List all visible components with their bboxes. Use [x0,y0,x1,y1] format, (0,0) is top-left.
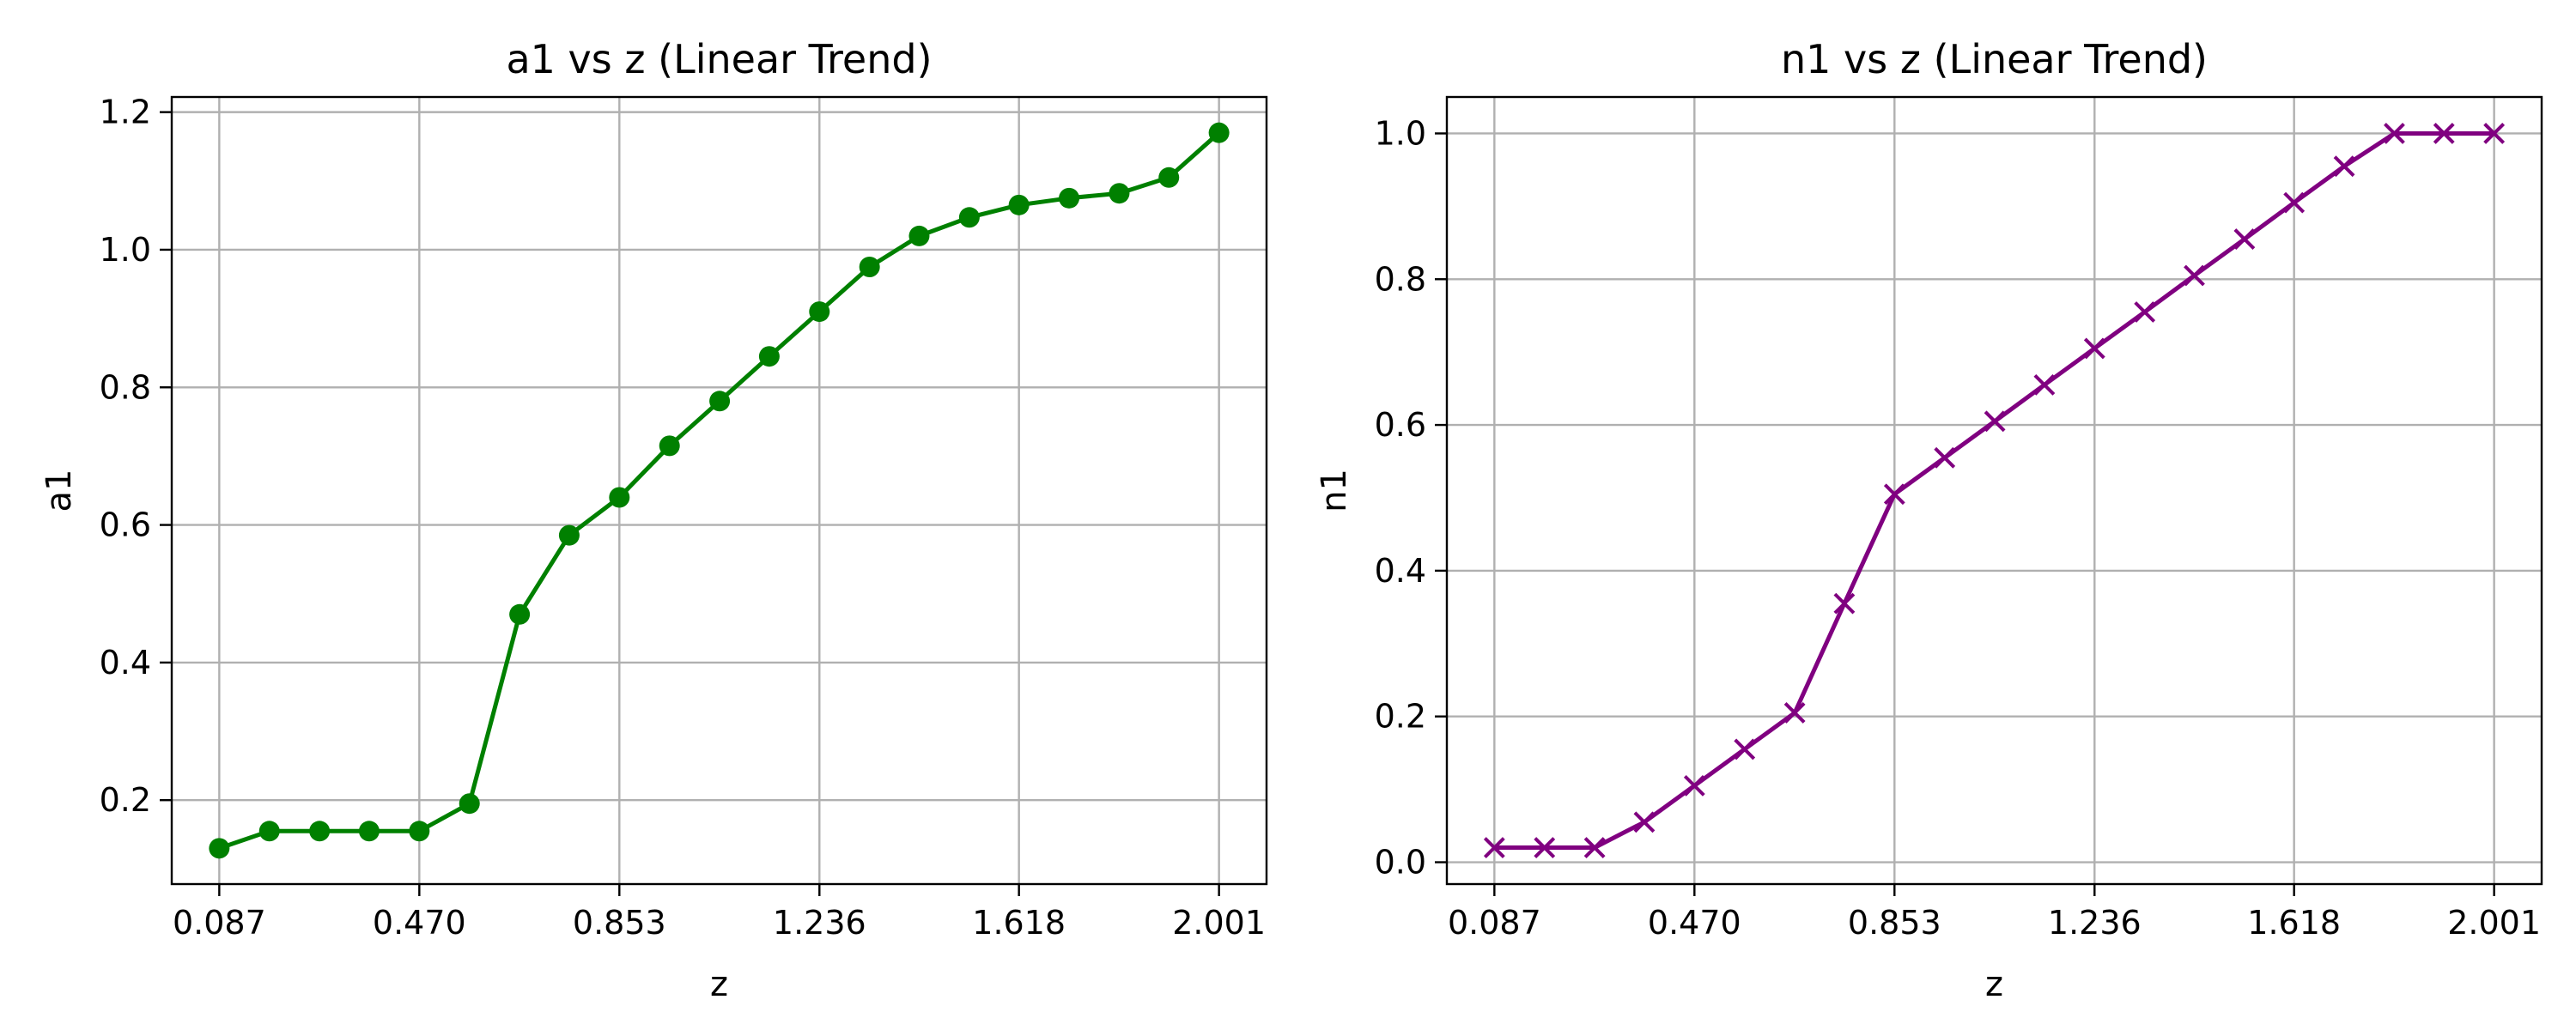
data-point [659,435,680,457]
x-tick-label: 1.618 [2247,904,2341,942]
x-tick-label: 2.001 [2447,904,2541,942]
data-point [358,821,380,842]
data-point [609,487,630,508]
y-tick-label: 0.4 [100,644,151,682]
data-point [1208,122,1230,143]
chart-n1-vs-z: 0.087 0.470 0.853 1.236 1.618 2.001 0.0 0.2 0.4 0… [1315,36,2543,1004]
x-axis-label: z [710,965,728,1004]
data-point [509,603,531,625]
data-point [958,207,980,228]
y-tick-label: 0.8 [100,368,151,406]
data-point [1934,446,1956,469]
y-tick-label: 0.8 [1375,260,1426,298]
data-point [2283,191,2306,214]
y-tick-label: 0.6 [100,506,151,544]
y-tick-label: 1.0 [100,231,151,269]
data-point [2333,155,2355,178]
data-point [309,821,331,842]
chart-title: n1 vs z (Linear Trend) [1781,36,2208,82]
series [209,122,1230,859]
data-point [908,225,930,246]
x-tick-label: 0.087 [173,904,266,942]
x-axis-label: z [1985,965,2003,1004]
data-point [809,301,830,323]
data-point [1783,702,1806,724]
grid [172,97,1267,884]
data-point [459,793,480,815]
x-tick-label: 0.470 [373,904,466,942]
y-tick-label: 1.0 [1375,114,1426,152]
data-point [709,391,731,412]
chart-a1-vs-z: 0.087 0.470 0.853 1.236 1.618 2.001 0.2 0.4 0.6 0… [39,36,1268,1004]
y-axis-label: n1 [1315,469,1354,512]
data-point [2033,373,2056,396]
x-tick-label: 1.618 [972,904,1066,942]
data-point [1059,187,1080,209]
data-point [2384,123,2405,144]
x-tick-label: 0.853 [1848,904,1941,942]
data-point [1984,410,2006,433]
data-point [1583,837,1606,858]
x-tick-label: 0.853 [573,904,666,942]
data-point [859,256,880,277]
data-point [1008,194,1030,215]
data-point [1534,837,1556,858]
series [1483,123,2506,858]
plot-frame [170,95,1268,886]
y-tick-label: 0.4 [1375,552,1426,590]
data-point [558,524,580,546]
x-tick-label: 1.236 [773,904,866,942]
y-tick-label: 0.0 [1375,844,1426,882]
data-point [2483,123,2506,144]
data-point [1109,183,1130,204]
ticks: 0.087 0.470 0.853 1.236 1.618 2.001 0.2 0.4 0.6 0… [100,94,1266,942]
data-point [1883,483,1905,506]
data-point [1683,774,1705,797]
x-tick-label: 2.001 [1172,904,1266,942]
data-point [258,821,280,842]
ticks: 0.087 0.470 0.853 1.236 1.618 2.001 0.0 0.2 0.4 0… [1375,114,2541,942]
data-point [1633,811,1656,833]
data-point [209,838,230,859]
data-point [1734,738,1756,760]
data-point [1833,592,1856,615]
data-point [2134,301,2156,323]
data-point [2184,264,2205,287]
y-tick-label: 0.2 [100,781,151,819]
grid [1447,97,2542,884]
x-tick-label: 1.236 [2048,904,2142,942]
plot-frame [1445,95,2543,886]
data-point [2433,123,2455,144]
data-point [1483,837,1505,858]
x-tick-label: 0.470 [1648,904,1741,942]
y-tick-label: 0.2 [1375,698,1426,736]
data-point [2233,228,2256,250]
chart-title: a1 vs z (Linear Trend) [506,36,932,82]
data-point [2083,337,2105,360]
y-tick-label: 1.2 [100,94,151,131]
x-tick-label: 0.087 [1448,904,1541,942]
data-point [1158,167,1180,188]
data-point [409,821,430,842]
y-tick-label: 0.6 [1375,406,1426,444]
y-axis-label: a1 [39,470,79,512]
data-point [758,346,780,367]
